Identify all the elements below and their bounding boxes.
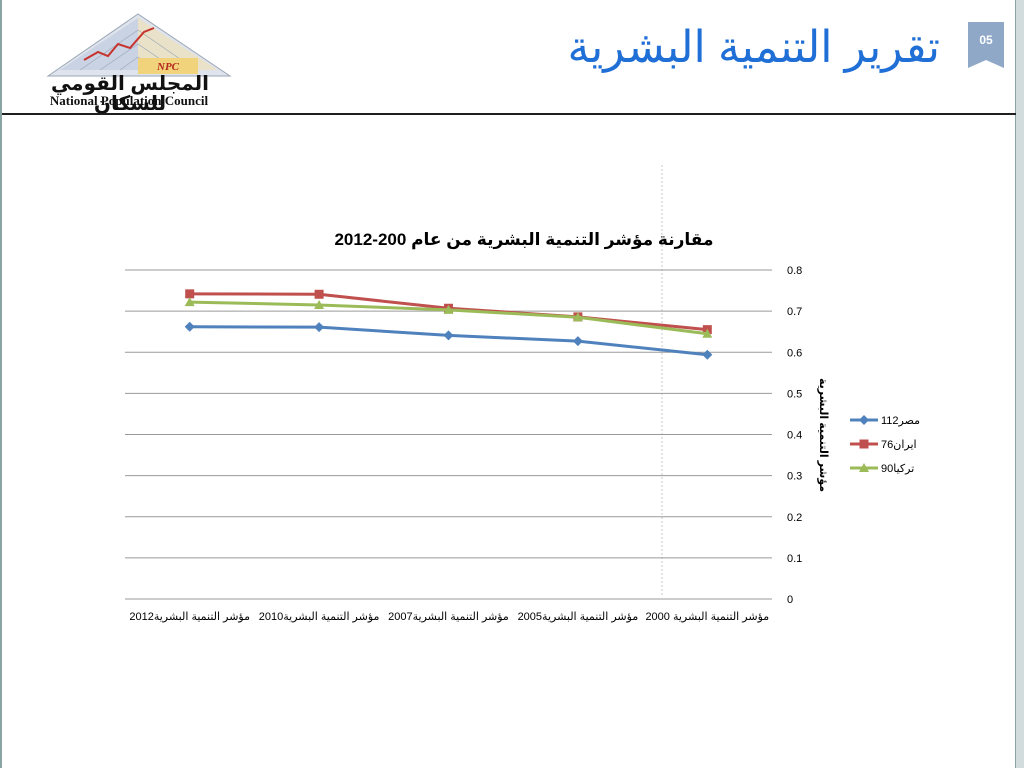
y-tick-label: 0.4: [787, 430, 802, 442]
header-divider: [2, 113, 1016, 115]
legend-label: ايران76: [881, 439, 917, 451]
y-tick-label: 0.6: [787, 347, 802, 359]
y-tick-label: 0.1: [787, 553, 802, 565]
data-point: [314, 322, 325, 333]
series-1: [184, 321, 713, 360]
x-tick-label: مؤشر التنمية البشرية 2000: [645, 611, 769, 623]
legend-item: مصر112: [850, 415, 920, 427]
chart-title: مقارنة مؤشر التنمية البشرية من عام 200-2…: [334, 230, 713, 250]
y-tick-label: 0.8: [787, 265, 802, 277]
data-point: [443, 304, 454, 314]
legend-item: ايران76: [850, 439, 917, 451]
svg-text:NPC: NPC: [156, 61, 180, 73]
data-point: [572, 312, 583, 322]
x-tick-label: مؤشر التنمية البشرية2005: [518, 611, 639, 623]
npc-logo: NPC: [20, 10, 240, 110]
series-3: [184, 297, 713, 338]
right-frame-border: [1015, 0, 1024, 768]
page-number-badge: [968, 22, 1004, 68]
data-point: [184, 321, 195, 332]
logo-text-english: National Population Council: [49, 93, 209, 108]
data-point: [314, 289, 324, 299]
data-point: [314, 299, 325, 309]
y-tick-label: 0.3: [787, 471, 802, 483]
data-point: [572, 336, 583, 347]
y-tick-label: 0.7: [787, 306, 802, 318]
legend-item: تركيا90: [850, 463, 914, 475]
data-point: [702, 349, 713, 360]
legend-marker: [859, 439, 869, 449]
data-point: [702, 328, 713, 338]
data-point: [184, 297, 195, 307]
y-tick-label: 0: [787, 594, 793, 606]
logo-text-arabic: المجلس القومي للسكان: [50, 73, 210, 115]
left-frame-border: [0, 0, 2, 768]
y-tick-label: 0.5: [787, 388, 802, 400]
legend-marker: [859, 415, 869, 425]
y-axis-label: مؤشر التنمية البشرية: [817, 378, 829, 492]
x-tick-label: مؤشر التنمية البشرية2010: [259, 611, 380, 623]
legend-marker: [859, 463, 869, 472]
x-tick-label: مؤشر التنمية البشرية2007: [388, 611, 509, 623]
x-tick-label: مؤشر التنمية البشرية2012: [129, 611, 250, 623]
y-tick-label: 0.2: [787, 512, 802, 524]
data-point: [443, 330, 454, 341]
legend-label: تركيا90: [881, 463, 914, 475]
legend-label: مصر112: [881, 415, 920, 427]
data-point: [185, 289, 195, 299]
page-number: 05: [979, 33, 993, 47]
page-title: تقرير التنمية البشرية: [567, 23, 940, 72]
